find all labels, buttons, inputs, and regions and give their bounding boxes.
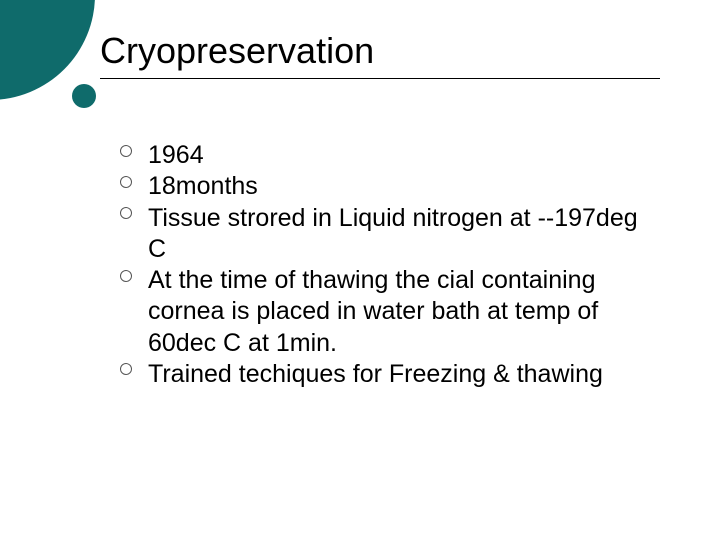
title-block: Cryopreservation	[100, 30, 660, 79]
slide-title: Cryopreservation	[100, 30, 660, 72]
bullet-text: At the time of thawing the cial containi…	[148, 266, 598, 357]
list-item: 18months	[120, 171, 660, 202]
title-underline	[100, 78, 660, 79]
bullet-text: 1964	[148, 141, 204, 169]
body-block: 1964 18months Tissue strored in Liquid n…	[120, 140, 660, 390]
bullet-list: 1964 18months Tissue strored in Liquid n…	[120, 140, 660, 390]
bullet-marker-icon	[120, 270, 132, 282]
bullet-text: Trained techiques for Freezing & thawing	[148, 360, 603, 388]
decor-circle-small	[72, 84, 96, 108]
bullet-marker-icon	[120, 207, 132, 219]
bullet-marker-icon	[120, 176, 132, 188]
bullet-text: 18months	[148, 172, 258, 200]
list-item: 1964	[120, 140, 660, 171]
bullet-text: Tissue strored in Liquid nitrogen at --1…	[148, 204, 638, 263]
list-item: At the time of thawing the cial containi…	[120, 265, 660, 359]
bullet-marker-icon	[120, 363, 132, 375]
bullet-marker-icon	[120, 145, 132, 157]
list-item: Tissue strored in Liquid nitrogen at --1…	[120, 203, 660, 266]
list-item: Trained techiques for Freezing & thawing	[120, 359, 660, 390]
